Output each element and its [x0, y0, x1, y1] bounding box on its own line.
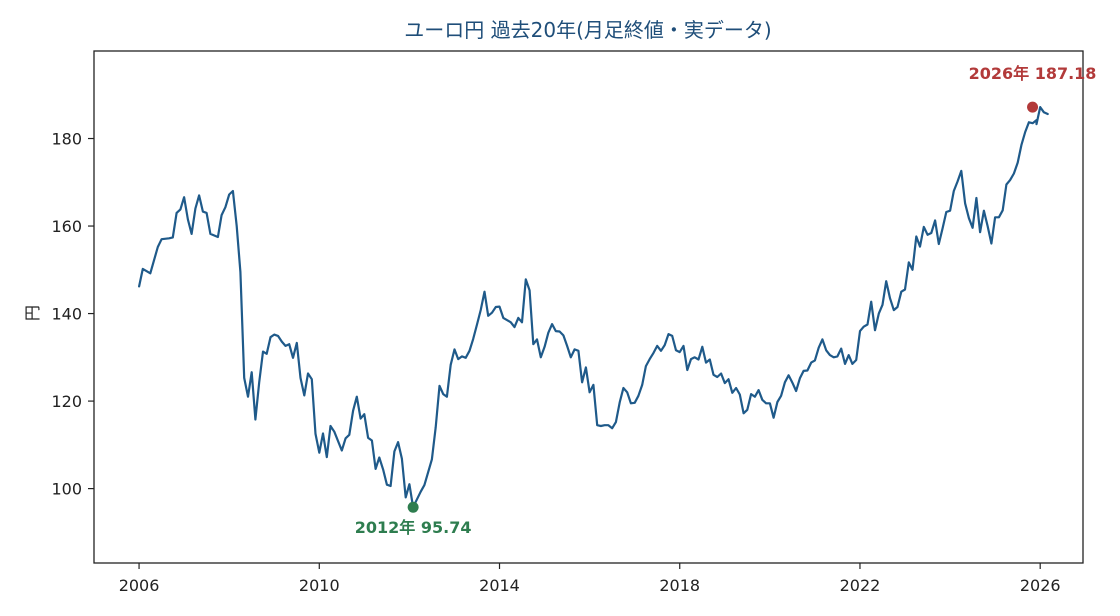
y-tick-label: 160: [51, 217, 82, 236]
annotations: 2026年 187.18 2012年 95.74: [355, 64, 1097, 537]
annotation-marker: [1027, 101, 1039, 113]
price-line: [138, 106, 1049, 509]
plot-area-frame: [93, 50, 1084, 564]
annotation-label: 2012年 95.74: [355, 518, 472, 537]
annotation-marker: [407, 501, 419, 513]
x-tick-label: 2010: [299, 576, 340, 595]
chart-title: ユーロ円 過去20年(月足終値・実データ): [404, 18, 771, 42]
y-tick-label: 120: [51, 392, 82, 411]
x-tick-label: 2018: [659, 576, 700, 595]
x-axis: 2006 2010 2014 2018 2022 2026: [119, 563, 1061, 595]
x-tick-label: 2022: [840, 576, 881, 595]
annotation-label: 2026年 187.18: [969, 64, 1097, 83]
x-tick-label: 2026: [1020, 576, 1061, 595]
y-axis-label: 円: [23, 305, 42, 321]
x-tick-label: 2014: [479, 576, 520, 595]
x-tick-label: 2006: [119, 576, 160, 595]
y-tick-label: 100: [51, 480, 82, 499]
y-tick-label: 140: [51, 305, 82, 324]
y-axis: 100 120 140 160 180: [51, 130, 94, 499]
y-tick-label: 180: [51, 130, 82, 149]
